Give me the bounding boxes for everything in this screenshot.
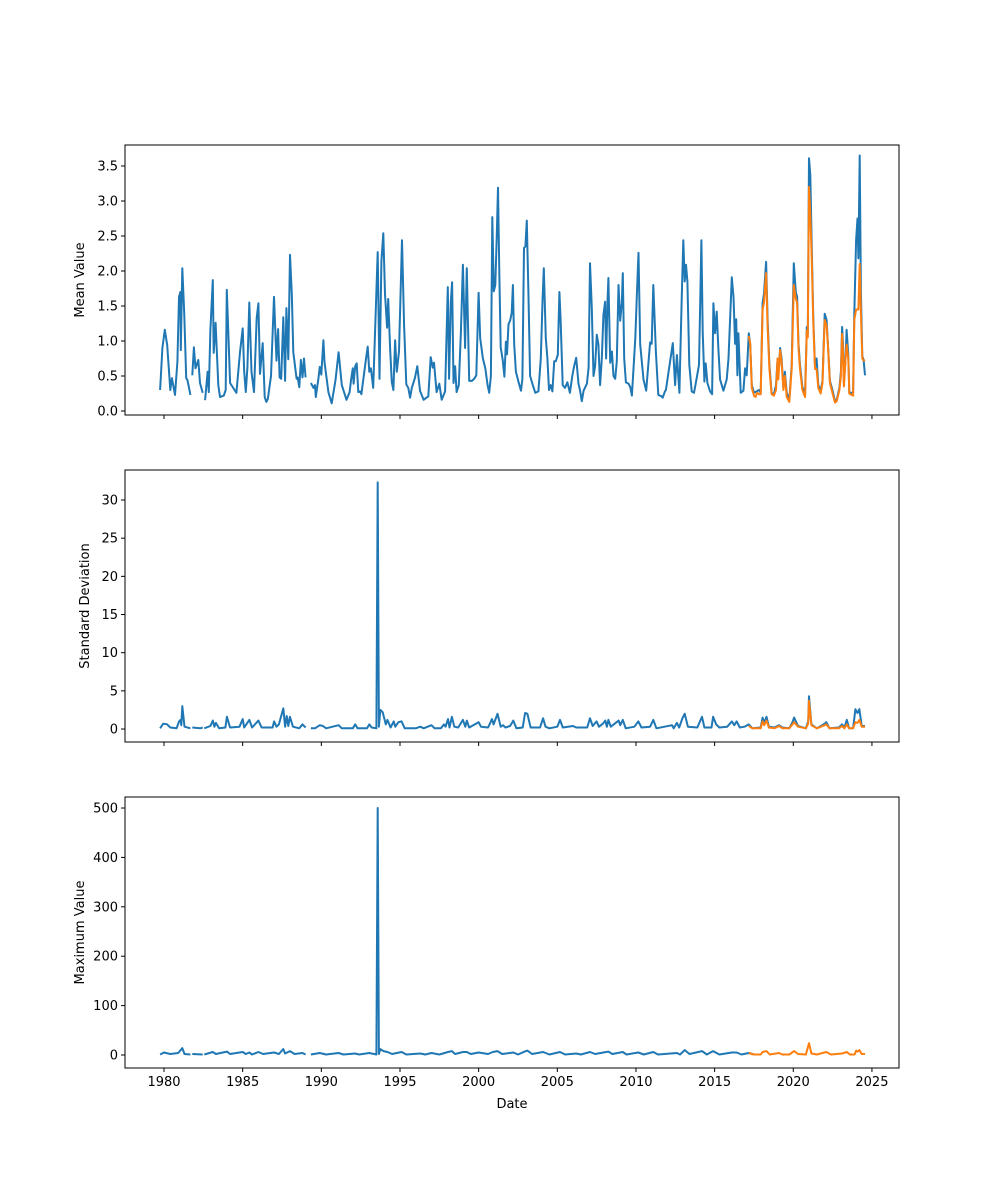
y-tick-label: 30 [101,494,118,509]
axes-frame [124,144,900,416]
y-tick-label: 2.0 [97,265,118,280]
y-tick-label: 0.0 [97,405,118,420]
y-tick-label: 3.5 [97,160,118,175]
x-tick-label: 1985 [226,1075,259,1090]
x-tick-label: 2010 [619,1075,652,1090]
x-axis-label: Date [496,1097,527,1112]
series-line-blue [159,154,866,405]
x-tick-label: 2025 [855,1075,888,1090]
y-tick-label: 1.5 [97,300,118,315]
y-axis-label: Mean Value [73,242,88,317]
y-axis-label: Maximum Value [73,881,88,985]
x-tick-label: 1995 [383,1075,416,1090]
y-tick-label: 0 [110,723,118,738]
series-line-orange [748,699,865,730]
y-tick-label: 20 [101,570,118,585]
axes-frame [124,796,900,1069]
y-tick-label: 25 [101,532,118,547]
y-tick-label: 2.5 [97,230,118,245]
axes-frame [124,469,900,743]
series-line-blue [159,481,865,730]
y-tick-label: 500 [93,802,118,817]
y-tick-label: 100 [93,999,118,1014]
x-tick-label: 2005 [541,1075,574,1090]
y-tick-label: 10 [101,646,118,661]
y-tick-label: 400 [93,851,118,866]
maximum-value-axes: 1980 1985 1990 1995 2000 2005 2010 2015 2020 2025… [73,796,900,1112]
mean-value-axes: 0.0 0.5 1.0 1.5 2.0 2.5 3.0 3.5 Mean Value [73,144,900,420]
y-tick-label: 3.0 [97,195,118,210]
y-tick-label: 15 [101,608,118,623]
standard-deviation-axes: 0 5 10 15 20 25 30 Standard Deviation [78,469,900,746]
y-tick-label: 1.0 [97,335,118,350]
x-tick-label: 2000 [462,1075,495,1090]
x-tick-label: 2020 [777,1075,810,1090]
x-tick-label: 1980 [147,1075,180,1090]
y-tick-label: 0 [110,1049,118,1064]
y-tick-label: 5 [110,684,118,699]
x-tick-label: 1990 [305,1075,338,1090]
x-tick-label: 2015 [698,1075,731,1090]
y-tick-label: 200 [93,950,118,965]
y-tick-label: 300 [93,900,118,915]
series-line-orange [747,186,866,404]
series-line-blue [159,807,755,1056]
y-axis-label: Standard Deviation [78,543,93,668]
series-line-orange [748,1042,865,1056]
y-tick-label: 0.5 [97,370,118,385]
